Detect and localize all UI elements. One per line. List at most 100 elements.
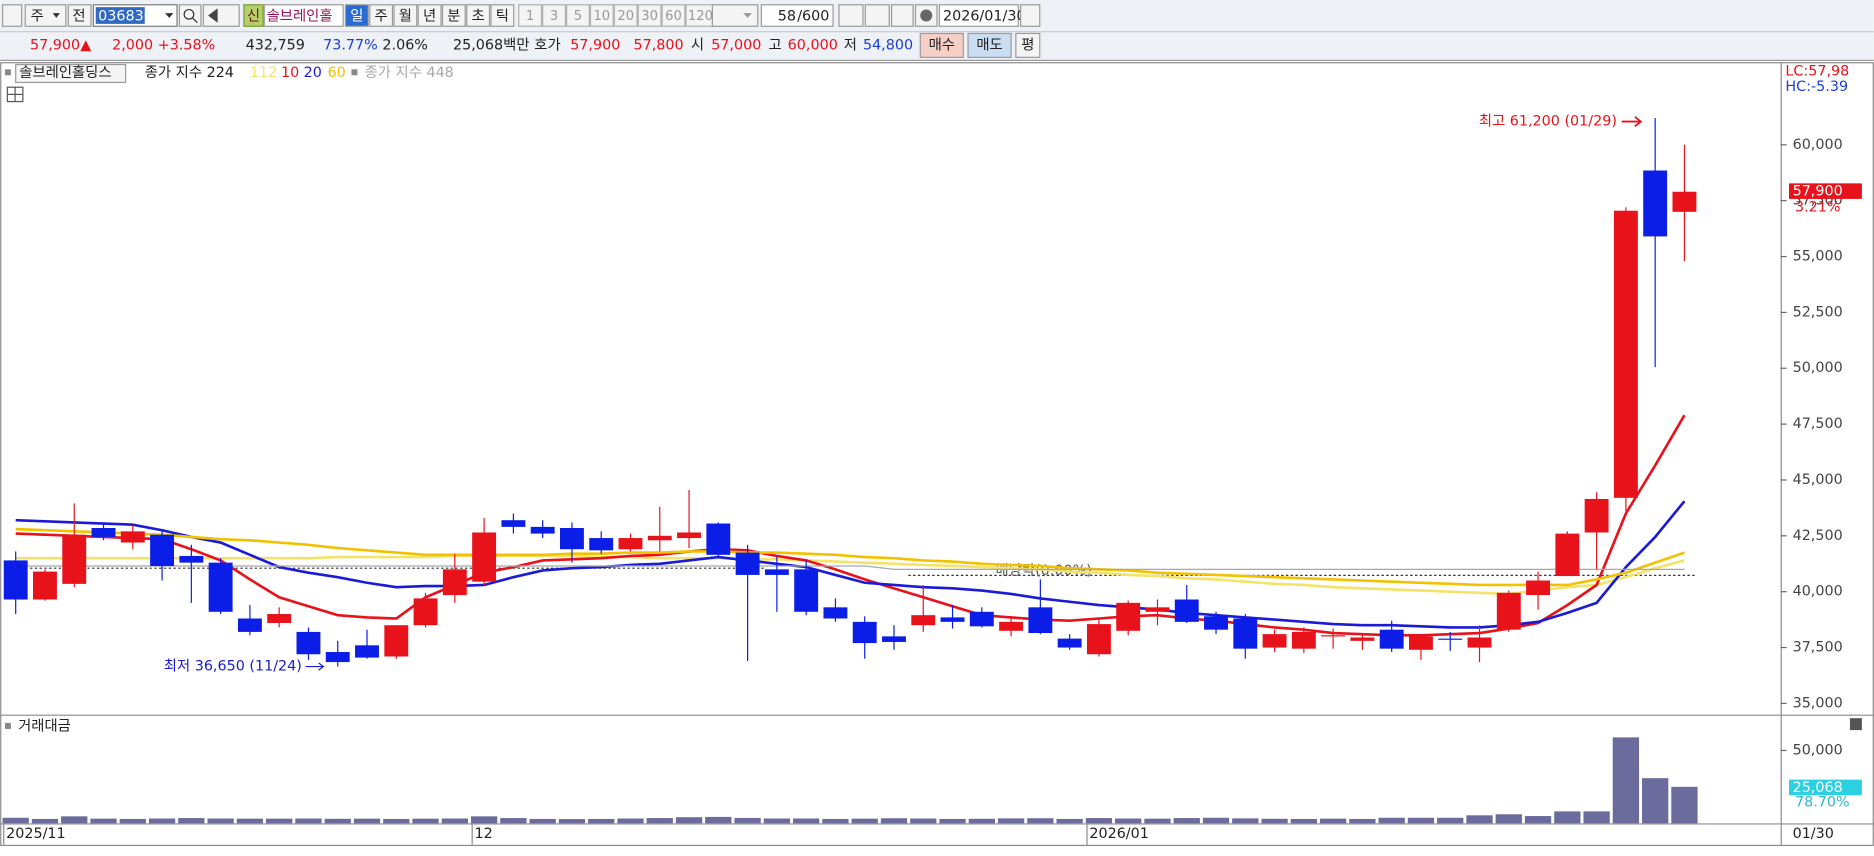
volume-bar: [295, 818, 322, 824]
x-tick-label: 12: [475, 826, 493, 842]
interval-button[interactable]: [518, 4, 543, 27]
candle-body: [237, 618, 262, 632]
candle-body: [1350, 637, 1375, 641]
candle-body: [501, 520, 526, 527]
search-button[interactable]: [178, 4, 202, 27]
interval-button[interactable]: [637, 4, 662, 27]
volume-bar: [529, 818, 556, 824]
tool-button[interactable]: [864, 4, 890, 27]
candle-body: [1672, 191, 1697, 212]
volume-bar: [1378, 817, 1405, 824]
candle-body: [559, 528, 584, 550]
interval-button[interactable]: [542, 4, 566, 27]
volume-bar: [148, 818, 176, 824]
candle-body: [706, 523, 731, 555]
volume-bar: [353, 818, 381, 824]
volume-bar: [558, 819, 586, 824]
period-button[interactable]: [441, 4, 466, 27]
amount: 25,068백만: [453, 36, 529, 53]
volume-bar: [646, 818, 673, 824]
volume-ratio: 73.77%: [323, 37, 378, 53]
market-label: 주: [31, 9, 44, 25]
interval-button[interactable]: [589, 4, 614, 27]
volume-bar: [1202, 817, 1230, 824]
interval-label: 120: [688, 9, 713, 24]
dropdown-arrow: [52, 13, 60, 18]
name-box[interactable]: [263, 4, 344, 27]
volume-bar: [1407, 817, 1435, 824]
interval-button[interactable]: [613, 4, 638, 27]
legend-entry: 20: [304, 65, 322, 81]
code-selection: [95, 7, 145, 24]
volume-bar: [1232, 818, 1259, 824]
candle-body: [1409, 636, 1433, 650]
y-tick-label: 42,500: [1793, 528, 1843, 544]
blank-select[interactable]: [711, 4, 759, 27]
sell-button[interactable]: [967, 32, 1012, 58]
low-arrow: [305, 662, 325, 671]
x-tick-label: 2025/11: [6, 826, 66, 842]
volume-bar: [470, 816, 498, 824]
menu-icon[interactable]: [1, 4, 23, 27]
moving-average-line: [15, 565, 1685, 570]
legend-marker: [4, 69, 11, 76]
tool-button[interactable]: [838, 4, 864, 27]
volume-bar: [1437, 817, 1464, 824]
high-label: 고: [769, 37, 782, 53]
candle-body: [33, 571, 57, 600]
volume-bar: [1290, 818, 1317, 824]
legend-marker: [4, 722, 11, 729]
volume-bar: [412, 818, 439, 824]
high: 60,000: [788, 37, 838, 53]
period-button[interactable]: [369, 4, 394, 27]
count: 58: [778, 9, 796, 25]
dropdown-arrow: [165, 13, 174, 18]
candle-body: [735, 552, 760, 575]
last-volume-box: [1789, 779, 1862, 796]
interval-button[interactable]: [661, 4, 686, 27]
volume-bar: [1495, 814, 1522, 824]
candle-body: [882, 636, 906, 642]
open: 57,000: [711, 37, 761, 53]
interval-label: 1: [526, 9, 534, 24]
close-panel-button[interactable]: [1849, 718, 1862, 731]
interval-label: 10: [593, 9, 610, 24]
low-note: 최저 36,650 (11/24): [164, 658, 302, 675]
new-flag: 신: [247, 8, 260, 25]
candle-body: [647, 535, 672, 541]
volume-bar: [1554, 811, 1581, 824]
nav-button[interactable]: [202, 4, 240, 27]
candle-body: [472, 532, 497, 582]
scope-button[interactable]: [67, 4, 92, 27]
volume-bar: [2, 817, 29, 824]
period-button[interactable]: [393, 4, 418, 27]
market-select[interactable]: [24, 4, 67, 27]
candle-body: [794, 569, 819, 612]
date-box[interactable]: [938, 4, 1019, 27]
volume-bar: [500, 818, 527, 824]
calendar-button[interactable]: [1020, 4, 1041, 27]
buy-button[interactable]: [919, 32, 964, 58]
candle-body: [413, 598, 438, 626]
legend-title-box[interactable]: [15, 63, 127, 84]
candle-body: [1321, 635, 1346, 637]
chart-frame: [0, 62, 1874, 847]
volume-bar: [968, 818, 995, 824]
candle-body: [764, 569, 789, 575]
candle-body: [911, 615, 936, 626]
candle-body: [1086, 624, 1111, 655]
period-button[interactable]: [490, 4, 515, 27]
period-button[interactable]: [344, 4, 369, 27]
interval-button[interactable]: [565, 4, 590, 27]
candle-body: [1233, 618, 1258, 649]
avg-button[interactable]: [1015, 32, 1041, 58]
period-button[interactable]: [466, 4, 491, 27]
save-button[interactable]: [890, 4, 914, 27]
y-tick-label: 55,000: [1793, 249, 1843, 265]
volume-bar: [178, 818, 205, 824]
bid: 57,800: [634, 37, 684, 53]
volume-bar: [119, 818, 146, 824]
period-button[interactable]: [417, 4, 442, 27]
count-box[interactable]: [760, 4, 834, 27]
